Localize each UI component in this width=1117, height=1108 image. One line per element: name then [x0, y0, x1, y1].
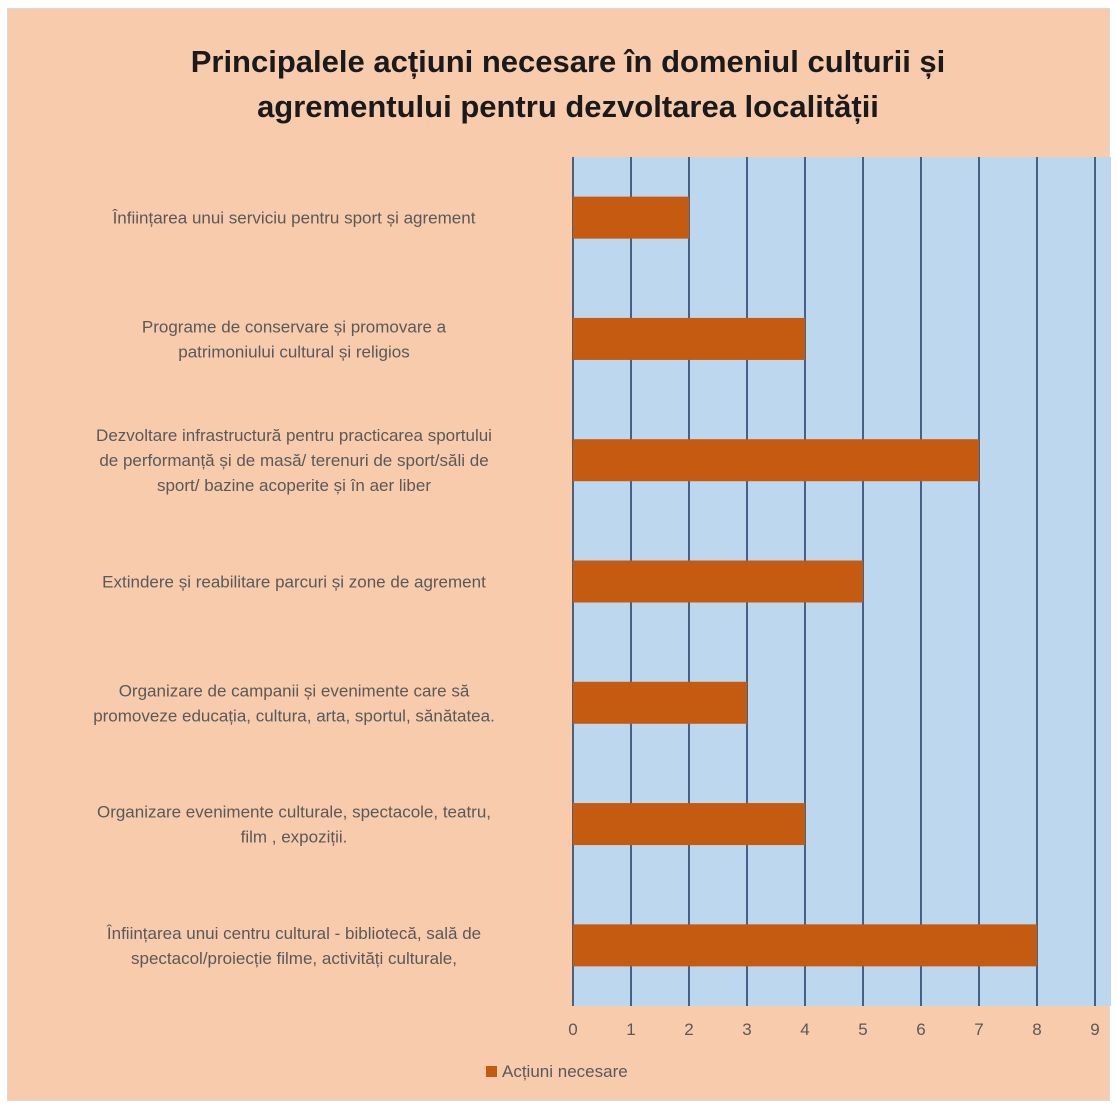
bar-7 — [573, 924, 1037, 967]
bar-5 — [573, 681, 747, 724]
x-tick-label-1: 1 — [626, 1020, 635, 1039]
category-label-6-line-1: Organizare evenimente culturale, spectac… — [97, 803, 491, 822]
x-tick-label-2: 2 — [684, 1020, 693, 1039]
bar-chart: Înființarea unui serviciu pentru sport ș… — [93, 157, 1111, 1081]
x-tick-label-6: 6 — [916, 1020, 925, 1039]
legend-swatch — [486, 1066, 497, 1077]
category-label-6-line-2: film , expoziții. — [241, 828, 348, 847]
chart-title-line-2: agrementului pentru dezvoltarea localită… — [257, 89, 879, 124]
category-label-3-line-1: Dezvoltare infrastructură pentru practic… — [96, 426, 492, 445]
bar-6 — [573, 803, 805, 846]
category-label-1-line-1: Înființarea unui serviciu pentru sport ș… — [112, 209, 476, 228]
category-label-3-line-3: sport/ bazine acoperite și în aer liber — [157, 476, 431, 495]
category-label-5-line-1: Organizare de campanii și evenimente car… — [119, 681, 470, 700]
category-label-4-line-1: Extindere și reabilitare parcuri și zone… — [102, 573, 486, 592]
legend-label: Acțiuni necesare — [502, 1062, 628, 1081]
bar-1 — [573, 196, 689, 239]
chart-area: Principalele acțiuni necesare în domeniu… — [7, 8, 1111, 1101]
x-tick-label-0: 0 — [568, 1020, 577, 1039]
category-label-5-line-2: promoveze educația, cultura, arta, sport… — [93, 706, 495, 725]
category-label-7-line-2: spectacol/proiecție filme, activități cu… — [131, 949, 457, 968]
bar-2 — [573, 317, 805, 360]
x-tick-label-3: 3 — [742, 1020, 751, 1039]
x-tick-label-5: 5 — [858, 1020, 867, 1039]
x-tick-label-8: 8 — [1032, 1020, 1041, 1039]
x-tick-label-9: 9 — [1090, 1020, 1099, 1039]
category-label-3-line-2: de performanță și de masă/ terenuri de s… — [99, 451, 488, 470]
bar-3 — [573, 439, 979, 482]
x-tick-label-4: 4 — [800, 1020, 809, 1039]
chart-title-line-1: Principalele acțiuni necesare în domeniu… — [190, 44, 946, 79]
category-label-2-line-2: patrimoniului cultural și religios — [178, 342, 409, 361]
bar-4 — [573, 560, 863, 603]
chart-title: Principalele acțiuni necesare în domeniu… — [48, 39, 1088, 129]
x-tick-label-7: 7 — [974, 1020, 983, 1039]
category-label-2-line-1: Programe de conservare și promovare a — [142, 317, 447, 336]
category-label-7-line-1: Înființarea unui centru cultural - bibli… — [106, 924, 481, 943]
